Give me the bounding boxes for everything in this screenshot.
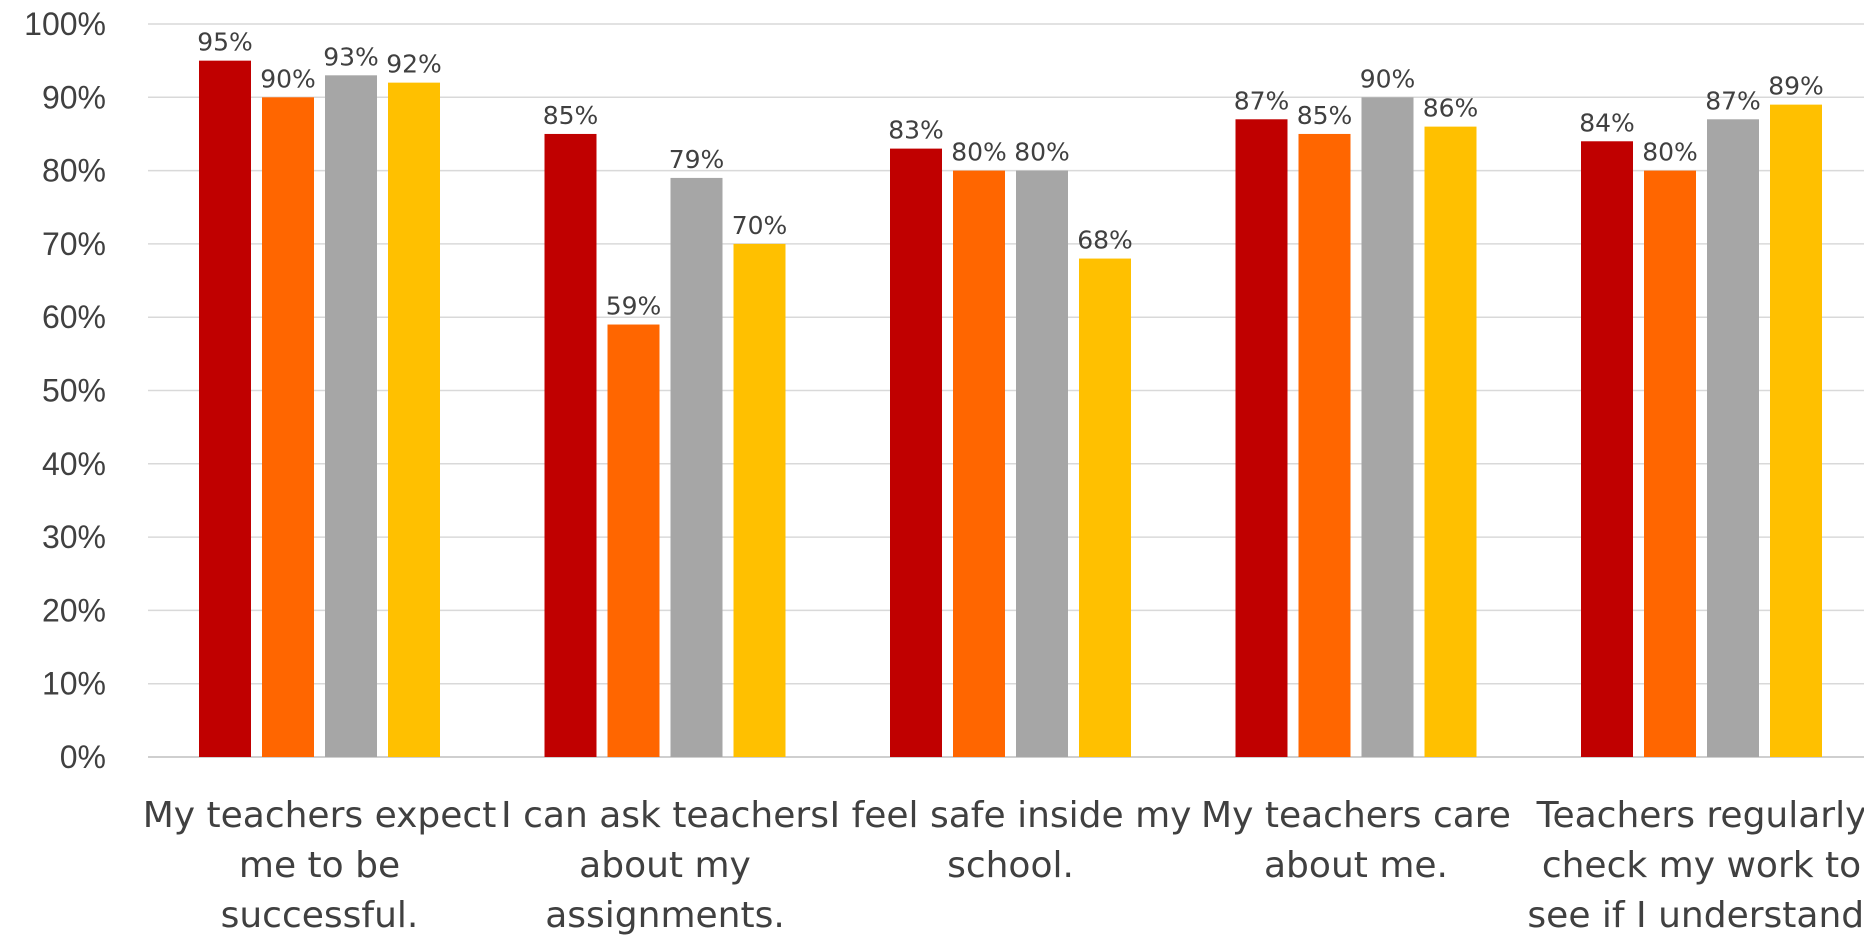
x-axis: My teachers expect me to be successful.I c… xyxy=(143,795,1864,935)
bar xyxy=(1707,119,1759,758)
bar xyxy=(890,148,942,758)
bar xyxy=(1424,126,1477,758)
y-tick-label: 10% xyxy=(42,666,106,702)
bar xyxy=(607,324,660,757)
bar xyxy=(1644,170,1696,758)
y-tick-label: 40% xyxy=(42,446,106,482)
bar xyxy=(1298,133,1351,757)
data-label: 80% xyxy=(951,138,1007,167)
data-label: 89% xyxy=(1768,72,1824,101)
data-label: 83% xyxy=(888,116,944,145)
y-tick-label: 0% xyxy=(60,739,106,775)
data-label: 70% xyxy=(732,211,788,240)
bar xyxy=(388,82,440,757)
y-tick-label: 30% xyxy=(42,519,106,555)
y-tick-label: 70% xyxy=(42,226,106,262)
data-label: 86% xyxy=(1423,94,1479,123)
y-tick-label: 50% xyxy=(42,373,106,409)
data-label: 80% xyxy=(1014,138,1070,167)
data-label: 79% xyxy=(669,145,725,174)
y-tick-label: 100% xyxy=(24,6,106,42)
y-tick-label: 20% xyxy=(42,592,106,628)
data-labels: 95%90%93% 92%85%59%79%70%83%80% 80%68%87%8… xyxy=(197,28,1824,321)
bar xyxy=(1235,119,1288,758)
data-label: 85% xyxy=(1297,101,1353,130)
bar xyxy=(1079,258,1131,757)
data-label: 95% xyxy=(197,28,253,57)
bar xyxy=(1581,141,1633,757)
bar xyxy=(670,177,723,757)
category-label: My teachers care about me. xyxy=(1201,795,1511,886)
bar xyxy=(733,243,786,757)
data-label: 87% xyxy=(1705,86,1761,115)
data-label: 87% xyxy=(1234,86,1290,115)
data-label: 84% xyxy=(1579,108,1635,137)
y-tick-label: 60% xyxy=(42,299,106,335)
bar xyxy=(262,97,314,758)
category-label: My teachers expect me to be successful. xyxy=(143,795,497,935)
data-label: 68% xyxy=(1077,226,1133,255)
bar xyxy=(199,60,251,757)
bar xyxy=(1016,170,1068,758)
bar xyxy=(953,170,1005,758)
data-label: 90% xyxy=(260,64,316,93)
bar xyxy=(1770,104,1822,757)
bar xyxy=(544,133,597,757)
data-label: 93% xyxy=(323,42,379,71)
y-tick-label: 80% xyxy=(42,153,106,189)
y-tick-label: 90% xyxy=(42,79,106,115)
data-label: 80% xyxy=(1642,138,1698,167)
data-label: 85% xyxy=(543,101,599,130)
category-label: I feel safe inside my school. xyxy=(830,795,1192,886)
category-label: Teachers regularly check my work to see if… xyxy=(1527,795,1864,935)
bars xyxy=(199,60,1822,758)
bar xyxy=(325,75,377,757)
category-label: I can ask teachers about my assignments. xyxy=(501,795,829,935)
y-axis: 0% 10% 20% 30% 40% 50% 60% 70% 80% 90% 100% xyxy=(24,6,106,775)
bar xyxy=(1361,97,1414,758)
data-label: 59% xyxy=(606,292,662,321)
data-label: 90% xyxy=(1360,64,1416,93)
data-label: 92% xyxy=(386,50,442,79)
